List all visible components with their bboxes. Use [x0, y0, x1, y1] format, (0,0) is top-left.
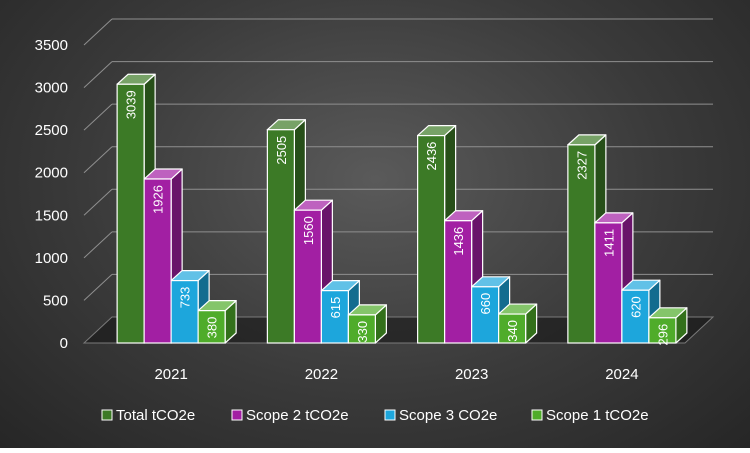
legend-swatch: [231, 409, 243, 421]
y-tick-label: 0: [60, 335, 68, 352]
y-tick-label: 3000: [35, 80, 68, 97]
x-axis-ticks: 2021 2022 2023 2024: [154, 366, 638, 383]
bar-front: [170, 279, 199, 344]
bar-front: [266, 129, 295, 344]
data-label: 340: [505, 320, 520, 342]
legend-swatch: [531, 409, 543, 421]
gridline-left: [83, 61, 113, 88]
bar-front: [116, 83, 145, 344]
bar: 380: [197, 300, 237, 344]
bar: 340: [498, 303, 538, 344]
bar-front: [648, 317, 677, 344]
bar-group-2024: 2327 1411 620 296: [567, 134, 688, 346]
data-label: 1436: [451, 227, 466, 256]
legend-item: Scope 3 CO2e: [384, 407, 497, 424]
x-tick-label: 2022: [305, 366, 338, 383]
data-label: 2327: [574, 151, 589, 180]
legend-swatch: [101, 409, 113, 421]
legend-label: Total tCO2e: [116, 407, 195, 424]
y-tick-label: 500: [43, 292, 68, 309]
x-tick-label: 2024: [605, 366, 638, 383]
y-tick-label: 2500: [35, 122, 68, 139]
gridline-left: [83, 18, 113, 46]
bar-front: [594, 222, 623, 344]
bar: 296: [648, 307, 688, 346]
legend-swatch: [384, 409, 396, 421]
bar-front: [417, 134, 446, 344]
bar-front: [621, 289, 650, 344]
gridline-left: [83, 146, 113, 174]
data-label: 330: [355, 321, 370, 343]
gridline-left: [83, 188, 113, 216]
bar-front: [197, 310, 226, 344]
gridline-left: [83, 103, 113, 131]
data-label: 2436: [424, 142, 439, 171]
y-tick-label: 2000: [35, 165, 68, 182]
bar-front: [293, 209, 322, 344]
data-label: 3039: [124, 90, 139, 119]
legend-label: Scope 1 tCO2e: [546, 407, 649, 424]
gridline-left: [83, 231, 113, 259]
bar: 330: [347, 304, 387, 344]
legend-item: Scope 2 tCO2e: [231, 407, 349, 424]
bar-group-2021: 3039 1926 733 380: [116, 73, 237, 344]
bar-front: [444, 220, 473, 344]
bar: 2436: [417, 124, 457, 344]
legend-item: Total tCO2e: [101, 407, 195, 424]
bars: 3039 1926 733 380 2505 1560 615 330 2436 1436 660 3…: [116, 73, 688, 346]
bar-group-2022: 2505 1560 615 330: [266, 119, 387, 344]
legend-label: Scope 2 tCO2e: [246, 407, 349, 424]
data-label: 296: [655, 324, 670, 346]
legend: Total tCO2e Scope 2 tCO2e Scope 3 CO2e Scop…: [101, 407, 649, 424]
gridline-left: [83, 274, 113, 301]
data-label: 615: [328, 297, 343, 319]
data-label: 380: [205, 317, 220, 339]
y-tick-label: 3500: [35, 37, 68, 54]
data-label: 1560: [301, 216, 316, 245]
y-tick-label: 1500: [35, 207, 68, 224]
bar-front: [471, 286, 500, 344]
data-label: 620: [628, 296, 643, 318]
x-tick-label: 2021: [154, 366, 187, 383]
y-tick-label: 1000: [35, 250, 68, 267]
bar-front: [143, 178, 172, 344]
data-label: 2505: [274, 136, 289, 165]
data-label: 1411: [601, 229, 616, 257]
legend-item: Scope 1 tCO2e: [531, 407, 649, 424]
data-label: 660: [478, 293, 493, 315]
data-label: 1926: [151, 185, 166, 214]
bar-group-2023: 2436 1436 660 340: [417, 124, 538, 344]
x-tick-label: 2023: [455, 366, 488, 383]
legend-label: Scope 3 CO2e: [399, 407, 497, 424]
y-axis-ticks: 0 500 1000 1500 2000 2500 3000 3500: [35, 37, 68, 352]
bar-front: [347, 314, 376, 344]
data-label: 733: [178, 287, 193, 309]
bar-front: [498, 313, 527, 344]
